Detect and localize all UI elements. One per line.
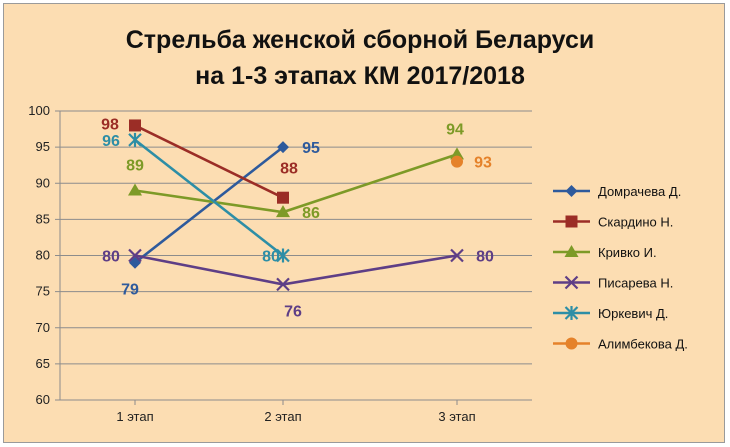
data-label: 79 (121, 282, 139, 299)
data-label: 88 (280, 161, 298, 178)
x-tick-label: 1 этап (116, 409, 153, 424)
series-line-1 (134, 124, 284, 199)
legend-marker (564, 245, 579, 257)
y-tick-label: 80 (36, 248, 50, 263)
data-label: 76 (284, 303, 302, 320)
data-label: 89 (126, 157, 144, 174)
y-tick-label: 100 (28, 103, 50, 118)
data-point (128, 248, 142, 263)
chart-subtitle: на 1-3 этапах КМ 2017/2018 (195, 62, 525, 90)
series-line-0 (134, 146, 284, 264)
series-lines (128, 119, 464, 292)
chart-title: Стрельба женской сборной Беларуси (126, 26, 594, 54)
legend-marker (565, 215, 578, 228)
data-label: 86 (302, 205, 320, 222)
legend-marker (564, 275, 579, 290)
data-label: 80 (262, 249, 280, 266)
y-tick-label: 95 (36, 139, 50, 154)
data-point (276, 248, 290, 263)
legend-entry: Скардино Н. (598, 215, 673, 230)
data-labels: 79 95 98 88 89 86 94 80 76 80 96 80 93 (101, 116, 494, 320)
legend-entry: Домрачева Д. (598, 184, 681, 199)
x-tick-label: 2 этап (264, 409, 301, 424)
data-point (276, 277, 290, 292)
data-point (276, 205, 290, 218)
data-label: 94 (446, 121, 464, 138)
data-point (277, 191, 289, 204)
data-label: 95 (302, 140, 320, 157)
data-point (450, 248, 464, 263)
data-label: 93 (474, 155, 492, 172)
data-point (451, 155, 463, 168)
axes: 60 65 70 75 80 85 90 95 100 1 этап 2 этап 3 этап (28, 103, 532, 424)
y-tick-label: 75 (36, 284, 50, 299)
data-point (277, 141, 289, 154)
data-point (128, 132, 142, 147)
series-line-3 (134, 254, 458, 286)
chart-area (3, 3, 725, 443)
series-line-4 (134, 138, 284, 257)
data-label: 98 (101, 116, 119, 133)
data-label: 80 (476, 249, 494, 266)
legend-entry: Кривко И. (598, 245, 657, 260)
data-label: 80 (102, 249, 120, 266)
data-point (128, 183, 142, 196)
y-tick-label: 65 (36, 356, 50, 371)
legend-marker (565, 337, 578, 350)
y-tick-label: 90 (36, 175, 50, 190)
gridlines (60, 110, 532, 401)
data-label: 96 (102, 133, 120, 150)
legend-entry: Юркевич Д. (598, 306, 668, 321)
y-tick-label: 70 (36, 320, 50, 335)
data-point (129, 119, 141, 132)
legend-marker (564, 306, 579, 320)
y-tick-label: 60 (36, 392, 50, 407)
legend-entry: Алимбекова Д. (598, 337, 688, 352)
x-tick-label: 3 этап (438, 409, 475, 424)
y-tick-label: 85 (36, 211, 50, 226)
data-point (450, 147, 464, 160)
legend-entry: Писарева Н. (598, 276, 673, 291)
legend: Домрачева Д. Скардино Н. Кривко И. Писарева… (553, 184, 688, 352)
legend-marker (565, 185, 578, 197)
